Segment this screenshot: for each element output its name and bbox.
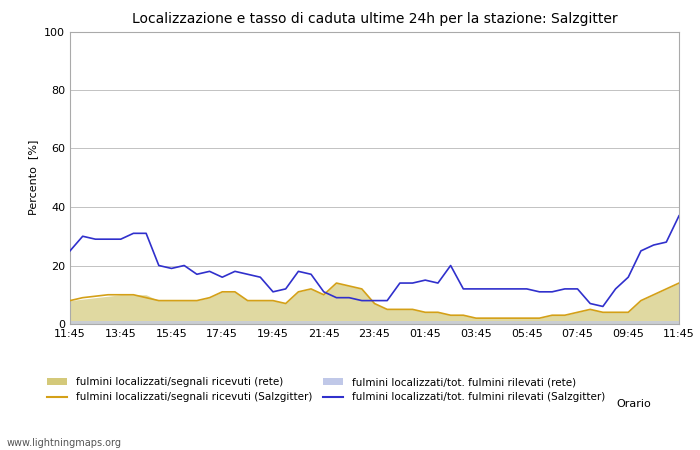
Text: www.lightningmaps.org: www.lightningmaps.org bbox=[7, 437, 122, 447]
Legend: fulmini localizzati/segnali ricevuti (rete), fulmini localizzati/segnali ricevut: fulmini localizzati/segnali ricevuti (re… bbox=[43, 373, 609, 406]
Title: Localizzazione e tasso di caduta ultime 24h per la stazione: Salzgitter: Localizzazione e tasso di caduta ultime … bbox=[132, 12, 617, 26]
Y-axis label: Percento  [%]: Percento [%] bbox=[29, 140, 38, 216]
Text: Orario: Orario bbox=[616, 399, 651, 409]
